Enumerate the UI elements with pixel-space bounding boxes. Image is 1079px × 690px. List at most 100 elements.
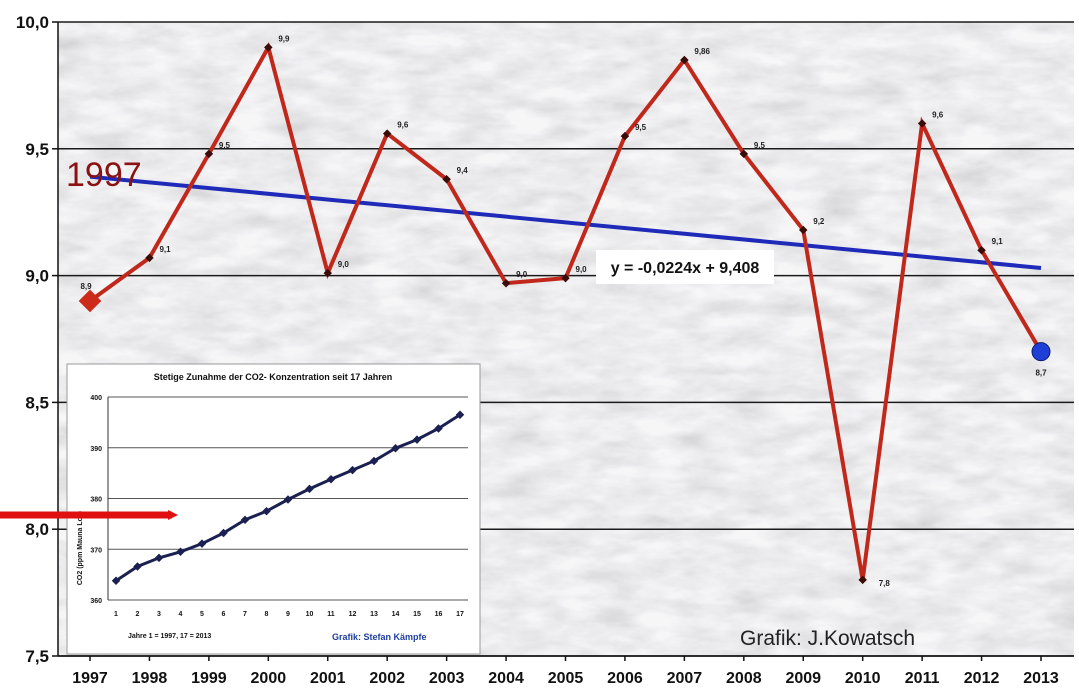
inset-data-point	[262, 506, 271, 516]
data-point	[264, 43, 273, 52]
inset-data-points	[111, 410, 465, 585]
inset-x-tick-label: 7	[243, 611, 247, 618]
data-label: 9,0	[576, 265, 588, 274]
data-label: 7,8	[879, 579, 891, 588]
x-tick-label: 2012	[964, 670, 1000, 687]
data-point	[858, 575, 867, 585]
data-label: 9,5	[219, 141, 231, 150]
inset-x-tick-label: 5	[200, 611, 204, 618]
x-tick-label: 2011	[905, 670, 940, 687]
data-label: 9,9	[278, 34, 290, 43]
x-tick-label: 2000	[251, 670, 287, 687]
data-point-first	[78, 289, 102, 313]
inset-x-tick-label: 4	[179, 611, 183, 618]
data-label: 9,1	[992, 237, 1004, 246]
data-label: 8,9	[80, 282, 92, 291]
data-point	[501, 278, 511, 288]
inset-x-tick-label: 10	[306, 611, 314, 618]
inset-x-tick-label: 1	[114, 611, 118, 618]
x-tick-label: 1997	[72, 670, 108, 687]
data-label: 9,86	[694, 47, 710, 56]
data-label: 9,5	[754, 141, 766, 150]
inset-data-point	[455, 410, 465, 420]
data-label: 9,0	[338, 260, 350, 269]
x-tick-label: 2007	[667, 670, 703, 687]
x-tick-label: 2013	[1023, 670, 1059, 687]
x-tick-label: 2006	[607, 670, 643, 687]
y-tick-label: 7,5	[25, 647, 49, 666]
data-label: 9,2	[813, 217, 825, 226]
inset-y-tick-label: 360	[90, 598, 102, 605]
inset-x-tick-label: 14	[392, 611, 400, 618]
inset-y-axis-ticks: 400 390 380 370 360	[90, 395, 109, 605]
x-tick-label: 2003	[429, 670, 465, 687]
start-year-annotation: 1997	[66, 156, 142, 194]
inset-x-tick-label: 3	[157, 611, 161, 618]
trend-equation: y = -0,0224x + 9,408	[611, 260, 760, 277]
data-label: 9,1	[159, 245, 171, 254]
x-axis-ticks: 1997 1998 1999 2000 2001 2002 2003 2004 2005 2006…	[72, 656, 1059, 687]
inset-data-point	[326, 474, 336, 484]
x-tick-label: 2004	[488, 670, 524, 687]
trendline	[89, 174, 1042, 270]
inset-x-tick-label: 11	[327, 611, 335, 618]
data-point-last	[1031, 342, 1051, 362]
inset-xlabel: Jahre 1 = 1997, 17 = 2013	[128, 633, 211, 640]
inset-data-point	[434, 424, 443, 433]
inset-data-point	[369, 456, 379, 466]
data-label: 9,0	[516, 270, 528, 279]
data-point	[382, 129, 392, 138]
data-point	[561, 273, 570, 283]
y-tick-label: 8,0	[25, 520, 49, 539]
inset-x-tick-label: 15	[413, 611, 421, 618]
data-label: 9,6	[397, 121, 409, 130]
data-labels: 8,9 9,1 9,5 9,9 9,0 9,6 9,4 9,0 9,0 9,5 9,86 9,5 9,2…	[80, 34, 1047, 588]
inset-title: Stetige Zunahme der CO2- Konzentration s…	[154, 372, 393, 382]
inset-x-tick-label: 16	[435, 611, 443, 618]
inset-data-point	[412, 435, 422, 444]
inset-x-tick-label: 17	[456, 611, 464, 618]
y-tick-label: 9,5	[25, 140, 49, 159]
x-tick-label: 2010	[845, 670, 881, 687]
x-tick-label: 2001	[310, 670, 346, 687]
data-point	[145, 253, 154, 263]
inset-x-tick-label: 2	[136, 611, 140, 618]
data-label: 9,6	[932, 110, 944, 119]
inset-data-point	[391, 444, 400, 453]
inset-data-point	[283, 495, 293, 504]
x-tick-label: 2008	[726, 670, 762, 687]
data-point	[442, 174, 451, 184]
inset-y-tick-label: 380	[90, 497, 102, 504]
data-label: 9,4	[457, 166, 469, 175]
equation-box	[596, 250, 774, 284]
inset-x-tick-label: 8	[265, 611, 269, 618]
inset-x-tick-label: 9	[286, 611, 290, 618]
x-tick-label: 2005	[548, 670, 584, 687]
y-tick-label: 9,0	[25, 267, 49, 286]
x-tick-label: 2009	[785, 670, 821, 687]
inset-data-point	[348, 465, 357, 475]
inset-x-axis-ticks: 1 2 3 4 5 6 7 8 9 10 11 12 13 14 15 16 17	[114, 611, 464, 618]
credit-annotation: Grafik: J.Kowatsch	[740, 627, 915, 650]
data-label: 8,7	[1035, 369, 1047, 378]
x-tick-label: 1998	[132, 670, 168, 687]
inset-data-point	[305, 484, 314, 494]
inset-ylabel: CO2 (ppm Mauna Loa)	[77, 511, 84, 585]
data-label: 9,5	[635, 123, 647, 132]
data-point	[204, 149, 214, 159]
inset-x-tick-label: 6	[222, 611, 226, 618]
inset-y-tick-label: 370	[90, 547, 102, 554]
inset-x-tick-label: 13	[370, 611, 378, 618]
inset-gridlines	[108, 396, 468, 601]
inset-y-tick-label: 400	[90, 395, 102, 402]
x-tick-label: 1999	[191, 670, 227, 687]
data-point	[323, 268, 332, 278]
inset-credit: Grafik: Stefan Kämpfe	[332, 632, 427, 642]
x-tick-label: 2002	[369, 670, 405, 687]
inset-chart: Stetige Zunahme der CO2- Konzentration s…	[66, 363, 481, 655]
inset-x-tick-label: 12	[349, 611, 357, 618]
y-tick-label: 10,0	[16, 13, 49, 32]
inset-y-tick-label: 390	[90, 446, 102, 453]
y-tick-label: 8,5	[25, 393, 49, 412]
